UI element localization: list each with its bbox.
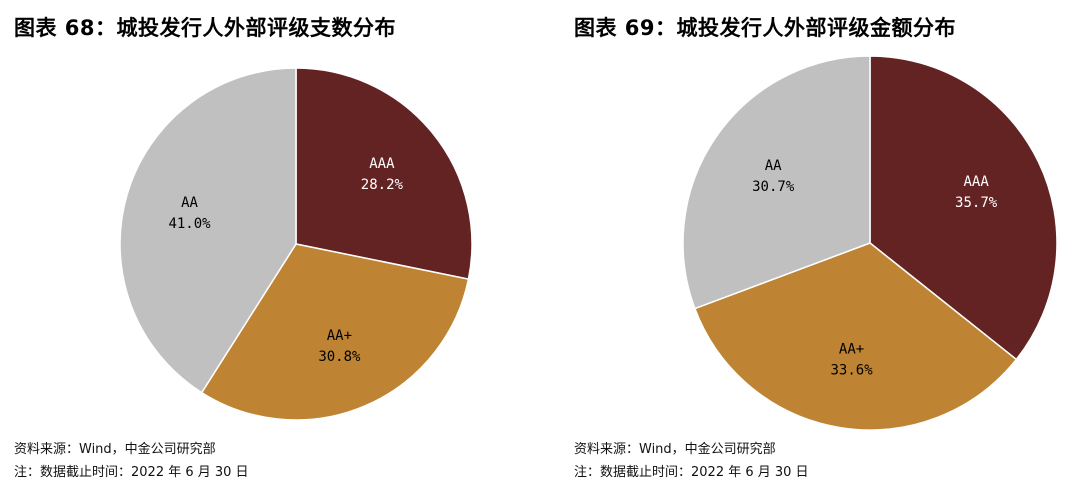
pie-slice-aa	[682, 55, 871, 310]
slice-value-label: 28.2%	[361, 177, 404, 193]
chart-title: 图表 69：城投发行人外部评级金额分布	[574, 16, 957, 40]
slice-value-label: 41.0%	[168, 216, 211, 232]
pie-slice-aaa	[295, 67, 473, 281]
slice-category-label: AAA	[369, 156, 395, 172]
pie-slice-aa	[119, 67, 297, 394]
slice-category-label: AA	[765, 158, 782, 174]
chart-title: 图表 68：城投发行人外部评级支数分布	[14, 16, 397, 40]
slice-category-label: AA+	[839, 341, 864, 357]
slice-value-label: 33.6%	[830, 362, 873, 378]
slice-category-label: AA+	[327, 328, 352, 344]
date-note: 注：数据截止时间：2022 年 6 月 30 日	[14, 465, 249, 480]
slice-category-label: AA	[181, 195, 198, 211]
pie-slice-aa-plus	[693, 242, 1018, 431]
slice-value-label: 35.7%	[955, 195, 998, 211]
source-note: 资料来源：Wind，中金公司研究部	[574, 442, 776, 457]
slice-value-label: 30.7%	[752, 179, 795, 195]
pie-chart-69: AAA 35.7% AA+ 33.6% AA 30.7%	[682, 55, 1058, 431]
chart-panel-69: 图表 69：城投发行人外部评级金额分布 AAA 35.7% AA+ 33.6% AA 30…	[540, 0, 1080, 486]
pie-slice-aaa	[869, 55, 1058, 361]
source-note: 资料来源：Wind，中金公司研究部	[14, 442, 216, 457]
date-note: 注：数据截止时间：2022 年 6 月 30 日	[574, 465, 809, 480]
chart-panel-68: 图表 68：城投发行人外部评级支数分布 AAA 28.2% AA+ 30.8% AA 41…	[14, 16, 473, 480]
slice-category-label: AAA	[963, 174, 989, 190]
slice-value-label: 30.8%	[318, 349, 361, 365]
pie-chart-68: AAA 28.2% AA+ 30.8% AA 41.0%	[119, 67, 473, 421]
